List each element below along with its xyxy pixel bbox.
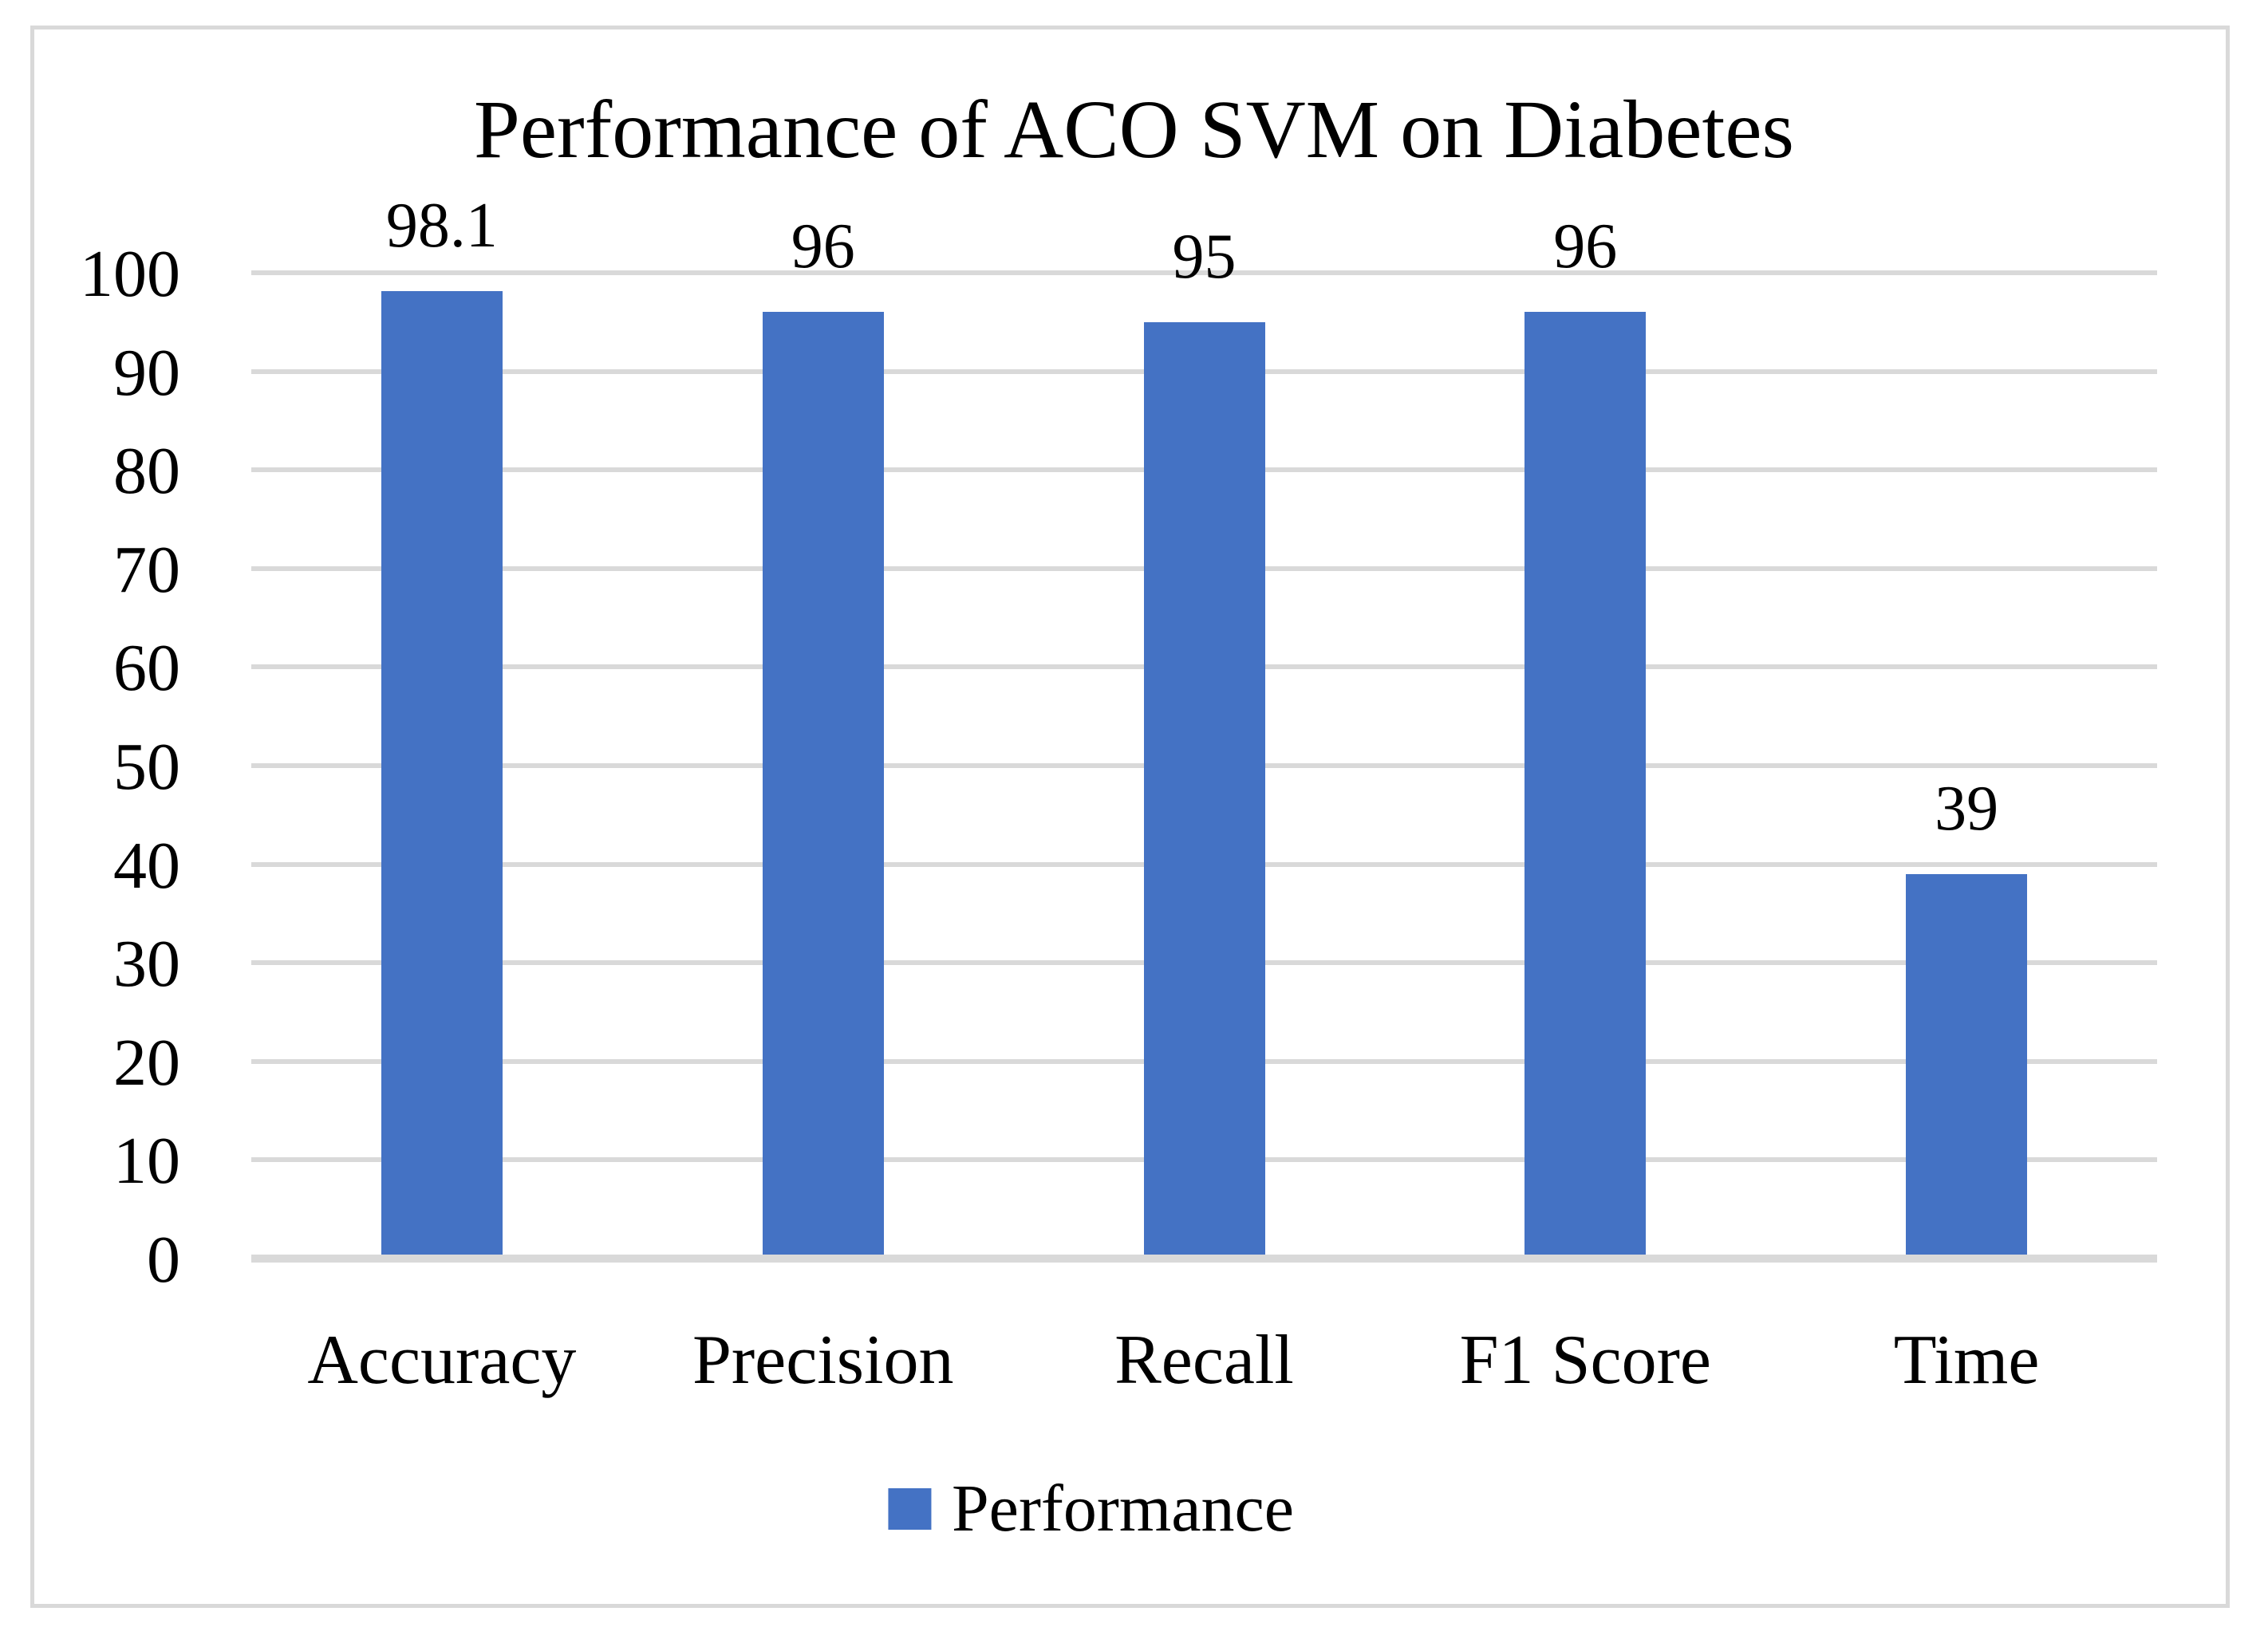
y-axis-tick-label-10: 10 xyxy=(113,1124,180,1199)
bar-time xyxy=(1906,873,2028,1259)
y-axis-tick-label-90: 90 xyxy=(113,335,180,410)
y-axis-tick-label-80: 80 xyxy=(113,434,180,509)
y-axis-tick-label-70: 70 xyxy=(113,532,180,607)
y-axis-tick-label-60: 60 xyxy=(113,631,180,706)
bar-recall xyxy=(1143,321,1265,1259)
y-axis-tick-label-20: 20 xyxy=(113,1025,180,1100)
x-axis-category-label-time: Time xyxy=(1893,1322,2040,1399)
x-axis-category-label-f1-score: F1 Score xyxy=(1459,1322,1711,1399)
bar-data-label-accuracy: 98.1 xyxy=(385,191,498,262)
x-axis-line xyxy=(251,1255,2157,1263)
y-axis-tick-label-100: 100 xyxy=(80,237,180,311)
bar-accuracy xyxy=(381,291,503,1259)
chart-title: Performance of ACO SVM on Diabetes xyxy=(473,84,1794,175)
legend-marker-performance xyxy=(887,1488,931,1530)
x-axis-category-label-accuracy: Accuracy xyxy=(307,1322,577,1399)
y-axis-tick-label-30: 30 xyxy=(113,927,180,1002)
bar-data-label-precision: 96 xyxy=(791,211,855,282)
bar-data-label-recall: 95 xyxy=(1172,221,1237,292)
gridline-100 xyxy=(251,270,2157,275)
x-axis-category-label-recall: Recall xyxy=(1114,1322,1294,1399)
legend-label: Performance xyxy=(951,1472,1295,1546)
bar-f1-score xyxy=(1524,312,1647,1259)
y-axis-tick-label-50: 50 xyxy=(113,730,180,804)
bar-data-label-time: 39 xyxy=(1935,773,1999,844)
y-axis-tick-label-0: 0 xyxy=(147,1223,180,1297)
x-axis-category-label-precision: Precision xyxy=(692,1322,954,1399)
chart-border xyxy=(30,26,2230,1608)
legend: Performance xyxy=(887,1472,1295,1546)
bar-data-label-f1-score: 96 xyxy=(1553,211,1618,282)
bar-precision xyxy=(762,312,884,1259)
y-axis-tick-label-40: 40 xyxy=(113,828,180,903)
